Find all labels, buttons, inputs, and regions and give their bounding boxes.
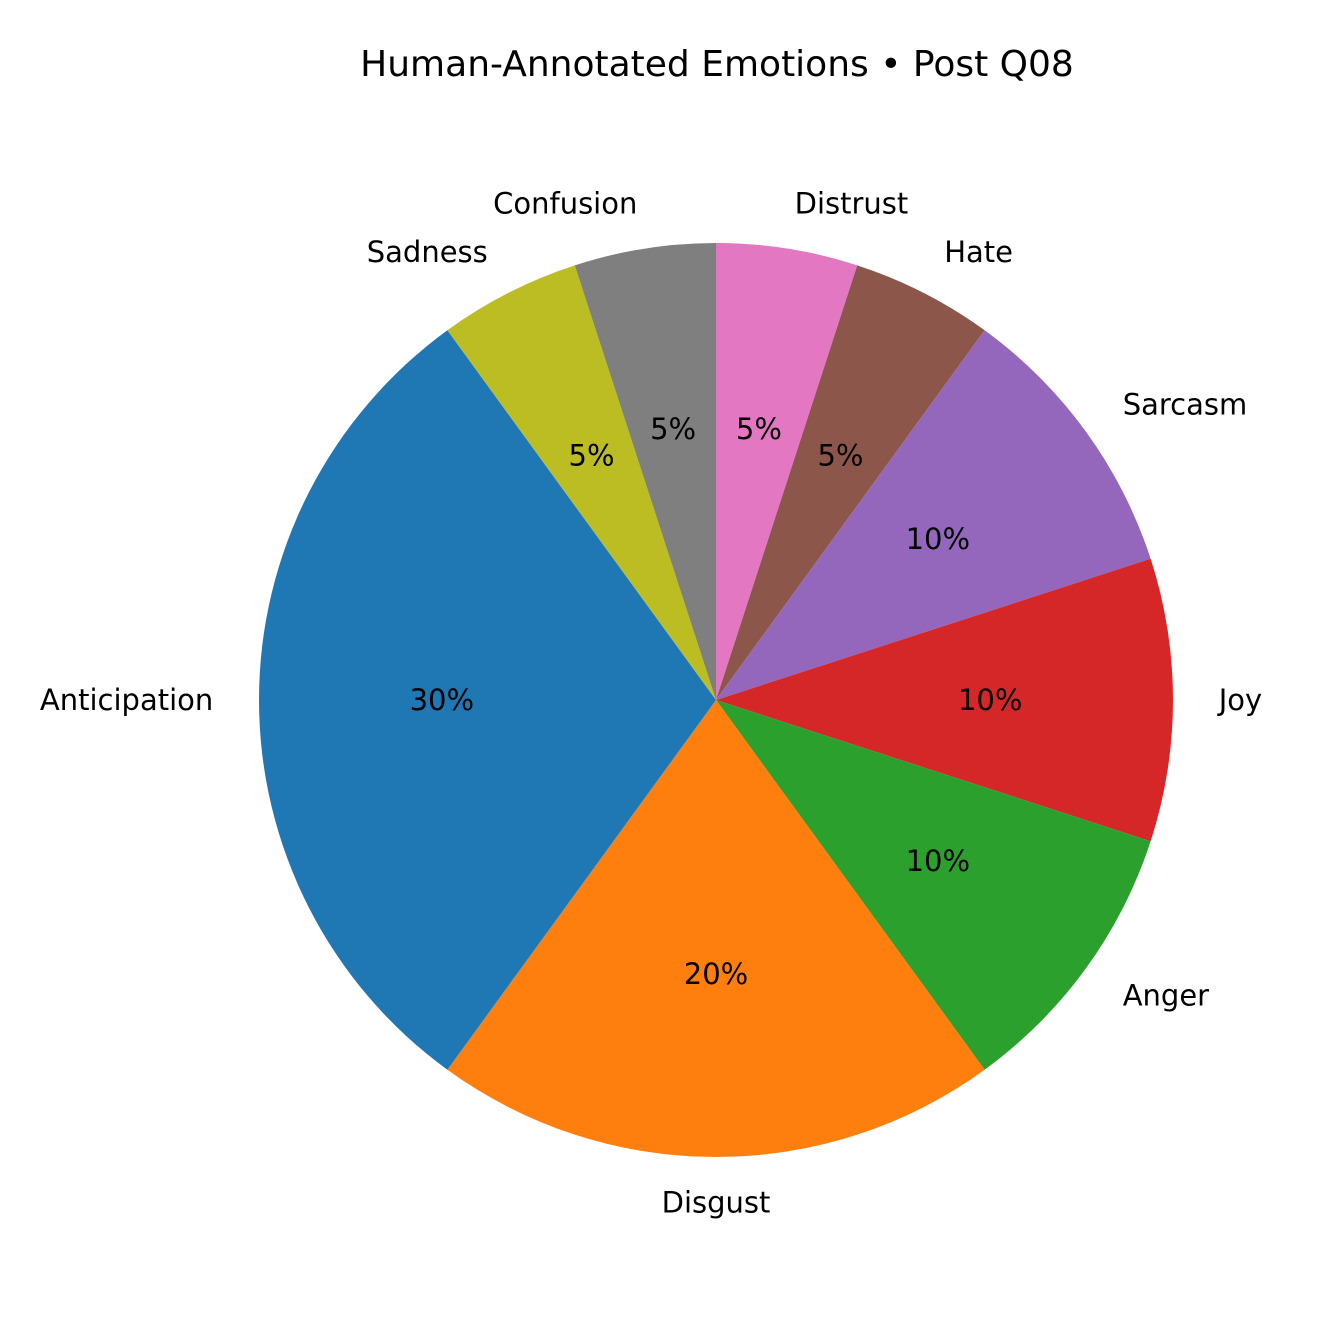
pct-label-anger: 10% [906, 844, 970, 878]
pie-slice-anger [716, 700, 1151, 1070]
slice-label-anticipation: Anticipation [40, 683, 213, 717]
slice-label-joy: Joy [1217, 683, 1262, 717]
pie-slice-anticipation [258, 330, 716, 1070]
slice-label-confusion: Confusion [493, 186, 637, 220]
pct-label-distrust: 5% [736, 412, 782, 446]
slice-label-hate: Hate [944, 235, 1013, 269]
slice-label-distrust: Distrust [795, 186, 909, 220]
slice-label-anger: Anger [1123, 978, 1209, 1012]
pct-label-hate: 5% [817, 439, 863, 473]
pct-label-anticipation: 30% [410, 683, 474, 717]
slice-label-disgust: Disgust [662, 1186, 771, 1220]
pct-label-joy: 10% [958, 683, 1022, 717]
pct-label-disgust: 20% [684, 957, 748, 991]
pie-slice-sarcasm [716, 330, 1151, 700]
pie-slice-disgust [447, 700, 985, 1158]
pie-slice-sadness [447, 265, 716, 700]
chart-title: Human-Annotated Emotions • Post Q08 [360, 44, 1074, 85]
pct-label-sadness: 5% [569, 439, 615, 473]
slice-label-sadness: Sadness [367, 235, 488, 269]
pie-slice-distrust [716, 243, 858, 700]
pct-label-sarcasm: 10% [906, 522, 970, 556]
pct-label-confusion: 5% [650, 412, 696, 446]
pie-slice-joy [716, 558, 1173, 842]
slice-label-sarcasm: Sarcasm [1123, 388, 1248, 422]
pie-slice-confusion [574, 243, 716, 700]
pie-slice-hate [716, 265, 985, 700]
